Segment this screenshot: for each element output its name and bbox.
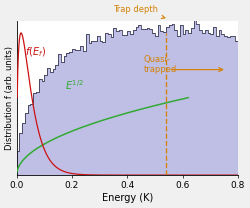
X-axis label: Energy (K): Energy (K) [102, 193, 153, 203]
Y-axis label: Distribution f (arb. units): Distribution f (arb. units) [5, 46, 14, 150]
Text: Trap depth: Trap depth [113, 5, 165, 19]
Text: Quasi-
trapped: Quasi- trapped [144, 55, 177, 74]
Text: $E^{1/2}$: $E^{1/2}$ [65, 79, 84, 93]
Text: $f(E_f)$: $f(E_f)$ [26, 45, 46, 59]
